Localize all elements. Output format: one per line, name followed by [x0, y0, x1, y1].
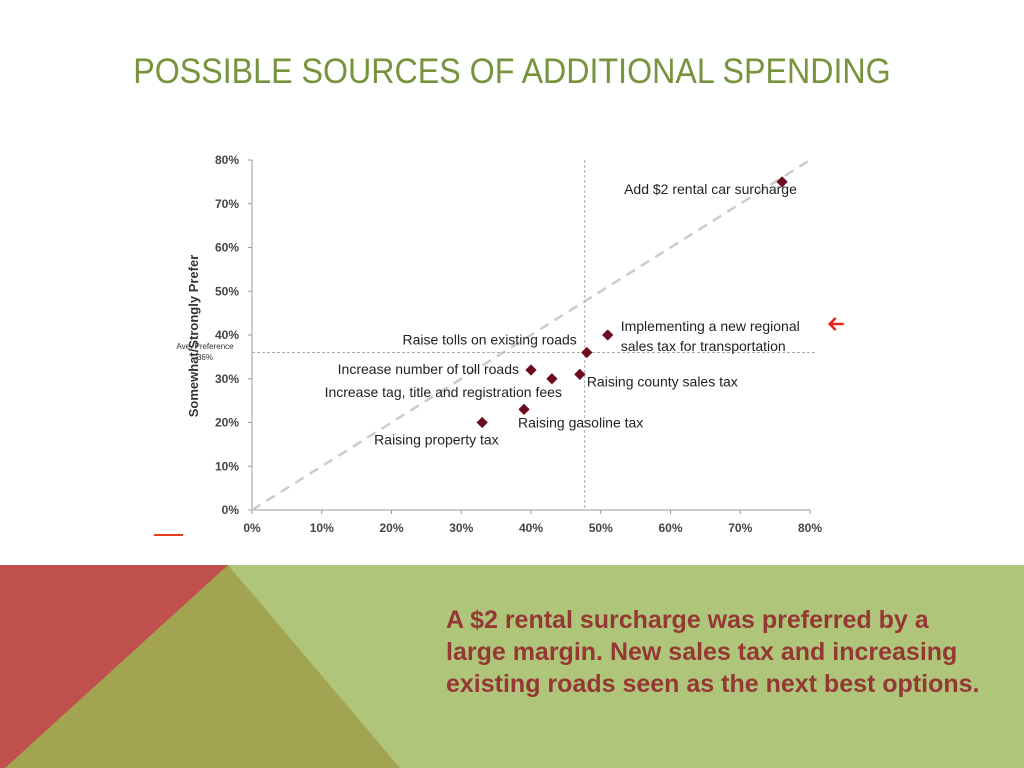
data-label: Add $2 rental car surcharge: [624, 181, 797, 197]
data-label: Increase number of toll roads: [338, 361, 519, 377]
y-tick-label: 30%: [215, 372, 239, 386]
avg-pref-value: 36%: [197, 353, 213, 362]
decorative-band: [0, 565, 1024, 768]
avg-pref-label: Ave. Preference: [176, 342, 234, 351]
summary-note: A $2 rental surcharge was preferred by a…: [446, 606, 980, 698]
data-point: [518, 403, 530, 416]
data-point: [546, 373, 558, 385]
x-tick-label: 40%: [519, 521, 543, 535]
data-label: Increase tag, title and registration fee…: [325, 384, 562, 400]
y-tick-label: 10%: [215, 459, 239, 473]
diagonal-reference-line: [251, 158, 811, 512]
data-point: [476, 416, 488, 429]
data-point: [574, 368, 586, 381]
x-tick-label: 0%: [243, 521, 261, 535]
x-tick-label: 20%: [379, 521, 403, 535]
band-olive: [0, 565, 400, 768]
data-point: [776, 176, 788, 188]
x-tick-label: 10%: [310, 521, 334, 535]
data-label: Implementing a new regional: [621, 318, 800, 334]
x-tick-label: 70%: [728, 521, 752, 535]
x-tick-label: 50%: [589, 521, 613, 535]
data-point: [525, 364, 537, 376]
data-label: Raising county sales tax: [587, 373, 738, 389]
data-label: Raise tolls on existing roads: [402, 332, 576, 348]
scatter-chart: 0% 10% 20% 30% 40% 50% 60% 70% 80% 0% 10% 20% 30% 40%…: [154, 153, 844, 536]
y-axis-label: Somewhat/Strongly Prefer: [186, 255, 201, 418]
x-tick-label: 80%: [798, 521, 822, 535]
band-red: [0, 565, 228, 768]
y-tick-label: 70%: [215, 197, 239, 211]
y-tick-label: 40%: [215, 328, 239, 342]
slide-title: POSSIBLE SOURCES OF ADDITIONAL SPENDING: [133, 52, 891, 91]
x-tick-label: 30%: [449, 521, 473, 535]
data-label: sales tax for transportation: [621, 338, 786, 354]
data-point: [602, 329, 614, 341]
data-point: [581, 346, 593, 359]
data-label: Raising gasoline tax: [518, 414, 643, 430]
y-tick-label: 80%: [215, 153, 239, 167]
y-tick-label: 0%: [222, 503, 240, 517]
y-tick-label: 50%: [215, 284, 239, 298]
highlight-arrow-icon: [827, 317, 844, 331]
y-tick-label: 60%: [215, 241, 239, 255]
y-tick-label: 20%: [215, 416, 239, 430]
x-tick-label: 60%: [658, 521, 682, 535]
data-label: Raising property tax: [374, 432, 499, 448]
